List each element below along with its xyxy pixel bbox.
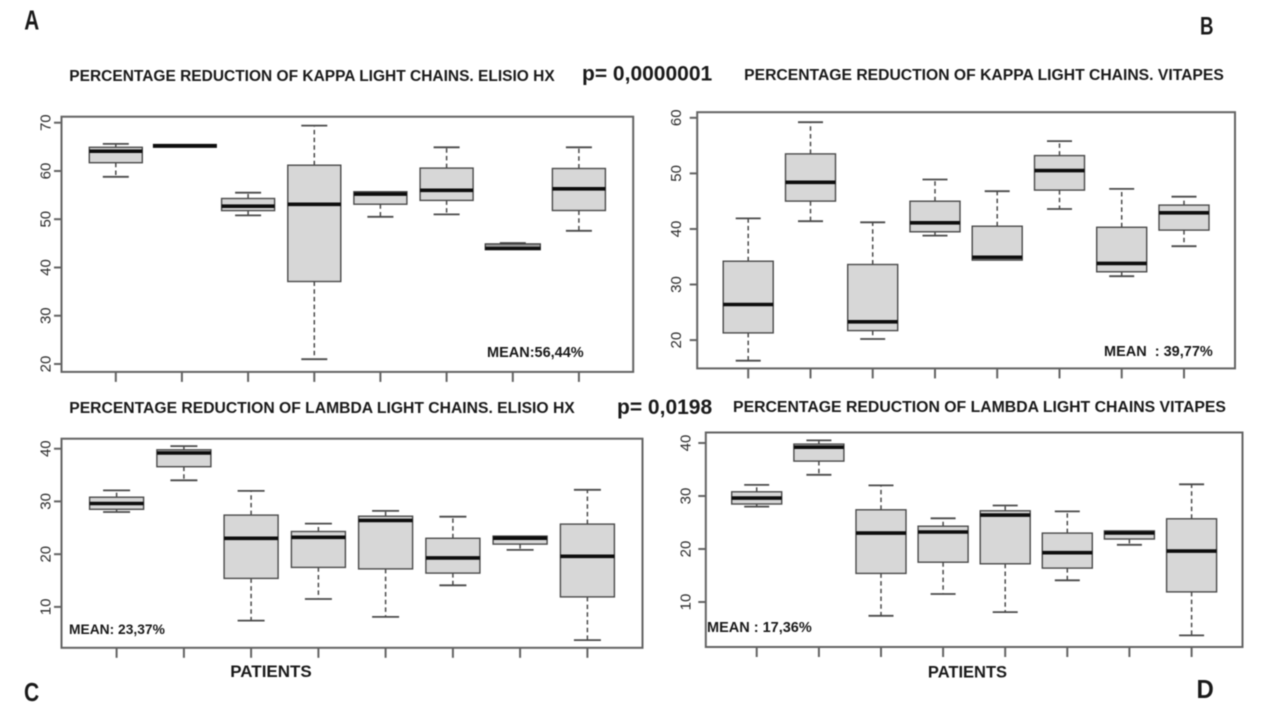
svg-text:20: 20 (38, 546, 55, 563)
svg-text:PERCENTAGE REDUCTION OF KAPPA: PERCENTAGE REDUCTION OF KAPPA LIGHT CHAI… (69, 68, 555, 85)
svg-text:30: 30 (38, 307, 55, 324)
svg-text:20: 20 (678, 541, 695, 558)
svg-text:30: 30 (38, 493, 55, 510)
svg-text:30: 30 (678, 488, 695, 505)
svg-text:D: D (1197, 674, 1214, 704)
svg-text:20: 20 (38, 356, 55, 373)
svg-text:30: 30 (668, 276, 685, 293)
svg-text:60: 60 (38, 163, 55, 180)
svg-text:MEAN : 39,77%: MEAN : 39,77% (1104, 344, 1213, 360)
svg-text:PERCENTAGE REDUCTION OF LAMBDA: PERCENTAGE REDUCTION OF LAMBDA LIGHT CHA… (69, 400, 575, 417)
svg-text:60: 60 (668, 109, 685, 126)
svg-text:p= 0,0000001: p= 0,0000001 (582, 63, 713, 86)
svg-text:10: 10 (678, 594, 695, 611)
svg-text:PERCENTAGE REDUCTION OF LAMBDA: PERCENTAGE REDUCTION OF LAMBDA LIGHT CHA… (733, 399, 1226, 416)
svg-text:PATIENTS: PATIENTS (928, 664, 1007, 682)
svg-text:PATIENTS: PATIENTS (230, 662, 312, 681)
svg-text:20: 20 (668, 332, 685, 349)
svg-text:B: B (1200, 12, 1214, 40)
svg-text:50: 50 (668, 165, 685, 182)
svg-text:MEAN : 17,36%: MEAN : 17,36% (707, 620, 812, 636)
svg-text:40: 40 (668, 221, 685, 238)
svg-text:40: 40 (678, 435, 695, 452)
svg-text:70: 70 (38, 114, 55, 131)
svg-text:50: 50 (38, 211, 55, 228)
svg-text:MEAN:56,44%: MEAN:56,44% (487, 345, 584, 361)
svg-text:A: A (24, 4, 39, 35)
svg-text:10: 10 (38, 599, 55, 616)
svg-text:PERCENTAGE REDUCTION OF KAPPA: PERCENTAGE REDUCTION OF KAPPA LIGHT CHAI… (744, 67, 1224, 84)
svg-text:40: 40 (38, 440, 55, 457)
svg-text:MEAN: 23,37%: MEAN: 23,37% (69, 622, 165, 637)
svg-text:40: 40 (38, 259, 55, 276)
svg-text:p= 0,0198: p= 0,0198 (617, 396, 712, 419)
svg-text:C: C (24, 677, 39, 707)
